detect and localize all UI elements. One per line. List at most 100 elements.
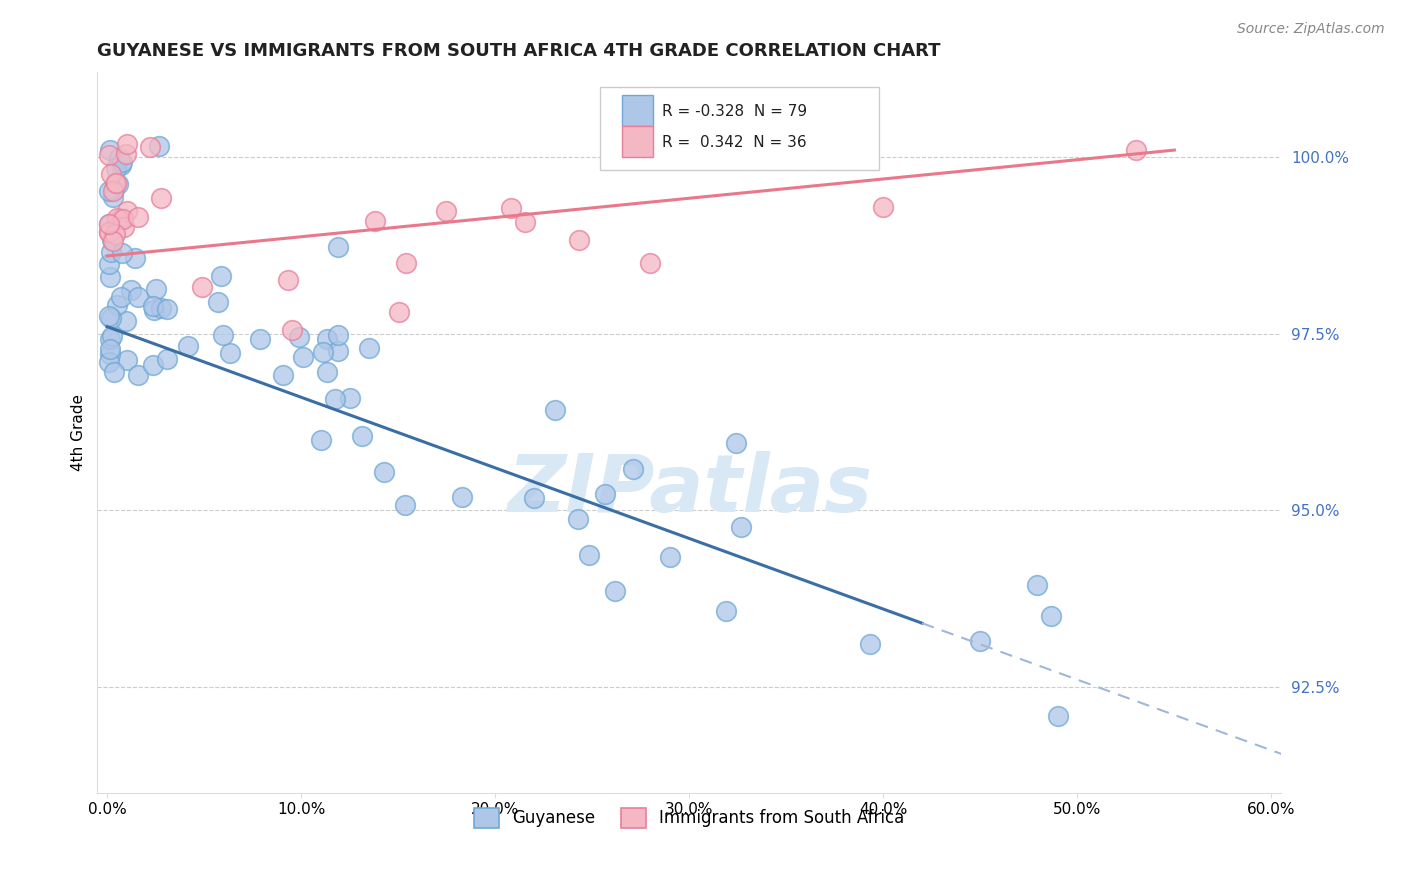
Point (640, 256, 662, 270)
Point (190, 280, 212, 294)
Point (100, 244, 122, 259)
Point (357, 341, 380, 355)
Point (499, 201, 522, 215)
Point (115, 147, 138, 161)
Point (1125, 143, 1147, 157)
Point (325, 392, 347, 406)
Point (339, 391, 361, 405)
Point (104, 227, 127, 241)
Point (98, 309, 121, 323)
Point (98, 184, 121, 198)
Point (177, 339, 200, 353)
Point (111, 154, 134, 169)
Point (513, 215, 536, 229)
Point (523, 491, 546, 505)
Point (98, 343, 121, 357)
Point (249, 332, 271, 346)
Point (112, 219, 135, 234)
Point (292, 350, 315, 364)
Point (101, 190, 124, 204)
FancyBboxPatch shape (600, 87, 879, 169)
Point (567, 512, 589, 526)
Point (328, 343, 350, 358)
Point (1026, 578, 1049, 592)
Point (105, 298, 128, 312)
Point (387, 305, 409, 319)
Point (98, 332, 121, 346)
Point (219, 346, 242, 360)
Point (103, 182, 125, 196)
Point (603, 584, 626, 599)
Point (110, 211, 132, 226)
Point (1040, 608, 1063, 623)
Point (115, 314, 138, 328)
Text: R =  0.342  N = 36: R = 0.342 N = 36 (662, 135, 807, 150)
Point (363, 213, 385, 227)
Point (659, 550, 682, 565)
Point (311, 433, 333, 447)
Point (1046, 708, 1069, 723)
Point (101, 329, 124, 343)
Point (103, 365, 125, 379)
Text: Source: ZipAtlas.com: Source: ZipAtlas.com (1237, 22, 1385, 37)
Point (281, 322, 304, 336)
Point (156, 302, 179, 317)
Point (117, 352, 139, 367)
Point (872, 200, 894, 214)
Point (98, 225, 121, 239)
Point (100, 310, 122, 325)
Point (108, 212, 131, 227)
Point (98, 148, 121, 162)
Point (117, 203, 139, 218)
Legend: Guyanese, Immigrants from South Africa: Guyanese, Immigrants from South Africa (468, 801, 911, 835)
Point (288, 329, 311, 343)
Point (101, 233, 124, 247)
Point (98, 217, 121, 231)
Point (543, 403, 565, 417)
Point (155, 351, 177, 366)
Point (110, 245, 132, 260)
Point (145, 282, 167, 296)
Point (209, 269, 232, 284)
Text: R = -0.328  N = 79: R = -0.328 N = 79 (662, 103, 807, 119)
Point (120, 283, 142, 297)
Point (316, 332, 339, 346)
Point (110, 290, 132, 304)
Point (104, 177, 127, 191)
Point (271, 368, 294, 382)
Point (101, 185, 124, 199)
Point (621, 462, 644, 476)
Point (277, 272, 299, 286)
Point (127, 368, 149, 382)
Point (124, 252, 146, 266)
Point (312, 345, 335, 359)
Point (394, 498, 416, 512)
Text: ZIPatlas: ZIPatlas (506, 451, 872, 529)
Point (98, 347, 121, 361)
Point (394, 256, 416, 270)
Point (593, 487, 616, 501)
Y-axis label: 4th Grade: 4th Grade (72, 394, 86, 471)
Point (142, 299, 165, 313)
Point (211, 328, 233, 343)
Point (127, 210, 149, 224)
Point (107, 177, 129, 191)
Point (105, 211, 128, 226)
Point (730, 519, 752, 533)
Point (115, 136, 138, 151)
Point (969, 634, 991, 648)
Point (98, 355, 121, 369)
Text: GUYANESE VS IMMIGRANTS FROM SOUTH AFRICA 4TH GRADE CORRELATION CHART: GUYANESE VS IMMIGRANTS FROM SOUTH AFRICA… (97, 42, 941, 60)
Point (142, 358, 165, 372)
Point (150, 191, 173, 205)
Point (328, 239, 350, 253)
Point (150, 301, 173, 316)
Point (138, 139, 160, 153)
Point (107, 151, 129, 165)
Point (98, 225, 121, 239)
Point (98, 144, 121, 158)
Point (373, 465, 395, 479)
Point (316, 365, 339, 379)
FancyBboxPatch shape (621, 95, 652, 126)
Point (101, 234, 124, 248)
